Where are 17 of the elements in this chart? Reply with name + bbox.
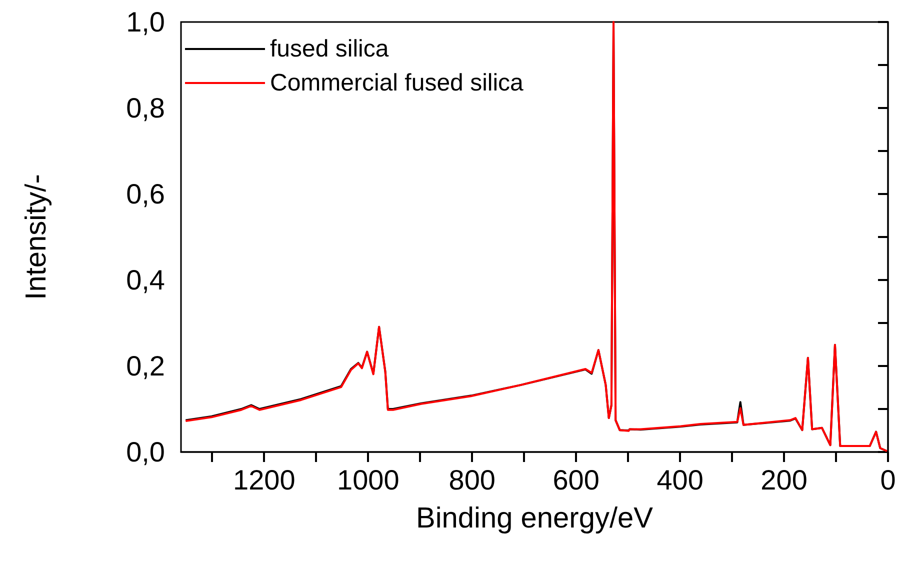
legend-label: fused silica: [270, 36, 390, 62]
x-tick-label: 1000: [337, 464, 400, 496]
x-tick-label: 800: [448, 464, 496, 496]
y-tick-label: 0,8: [126, 92, 165, 124]
y-tick-label: 0,0: [126, 436, 165, 468]
x-axis-title: Binding energy/eV: [416, 502, 654, 534]
y-tick-label: 0,4: [126, 264, 165, 296]
y-tick-label: 1,0: [126, 6, 165, 38]
x-tick-label: 1200: [233, 464, 296, 496]
x-tick-label: 200: [760, 464, 808, 496]
x-tick-label: 400: [656, 464, 704, 496]
y-axis-title: Intensity/-: [20, 174, 52, 300]
x-tick-label: 600: [552, 464, 600, 496]
x-tick-label: 0: [880, 464, 896, 496]
legend-label: Commercial fused silica: [270, 70, 524, 96]
y-tick-label: 0,2: [126, 350, 165, 382]
y-tick-label: 0,6: [126, 178, 165, 210]
